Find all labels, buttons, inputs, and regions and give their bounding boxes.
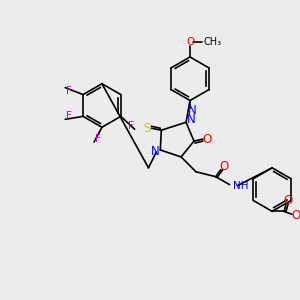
- Text: O: O: [186, 37, 194, 47]
- Text: O: O: [219, 160, 228, 173]
- Text: F: F: [66, 111, 72, 122]
- Text: F: F: [95, 134, 101, 144]
- Text: F: F: [66, 85, 72, 96]
- Text: O: O: [291, 209, 300, 222]
- Text: S: S: [143, 122, 150, 135]
- Text: O: O: [202, 133, 212, 146]
- Text: NH: NH: [232, 181, 248, 190]
- Text: F: F: [128, 121, 134, 131]
- Text: N: N: [187, 113, 195, 126]
- Text: O: O: [284, 194, 292, 207]
- Text: N: N: [188, 104, 196, 117]
- Text: CH₃: CH₃: [204, 37, 222, 47]
- Text: N: N: [151, 146, 160, 158]
